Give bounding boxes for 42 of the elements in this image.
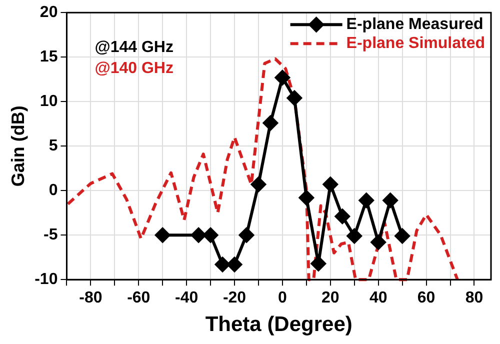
point xyxy=(274,70,290,86)
point xyxy=(298,190,314,206)
point xyxy=(310,256,326,272)
x-tick-label: -80 xyxy=(79,290,102,307)
y-tick-label: 0 xyxy=(48,182,58,200)
x-tick-label: 60 xyxy=(417,290,436,307)
annotation: @140 GHz xyxy=(94,60,174,78)
legend-label: E-plane Simulated xyxy=(346,35,486,52)
point xyxy=(191,228,206,243)
point xyxy=(155,228,170,243)
point xyxy=(239,228,254,243)
line-series xyxy=(66,57,459,282)
annotation: @144 GHz xyxy=(94,39,174,56)
y-tick-label: 15 xyxy=(40,48,58,66)
y-tick-label: -10 xyxy=(34,271,58,288)
y-tick-label: 10 xyxy=(40,93,58,110)
y-tick-label: 5 xyxy=(48,138,58,155)
point xyxy=(215,256,230,272)
x-tick-label: -60 xyxy=(127,290,150,307)
x-tick-label: -40 xyxy=(175,290,198,307)
legend-label: E-plane Measured xyxy=(346,16,484,34)
x-tick-label: 20 xyxy=(322,290,340,307)
y-axis-title: Gain (dB) xyxy=(8,106,28,187)
point xyxy=(370,234,386,250)
point xyxy=(346,228,362,244)
point xyxy=(382,192,398,208)
y-tick-label: -5 xyxy=(43,226,58,244)
point xyxy=(203,228,218,243)
y-tick-label: 20 xyxy=(40,4,58,22)
point xyxy=(286,90,302,106)
point xyxy=(227,256,242,272)
x-tick-label: 80 xyxy=(465,290,484,307)
point xyxy=(358,192,374,208)
x-axis-title: Theta (Degree) xyxy=(205,313,352,336)
point xyxy=(322,176,338,192)
x-tick-label: 0 xyxy=(278,290,288,307)
point xyxy=(334,208,350,224)
x-tick-label: 40 xyxy=(369,290,388,307)
x-tick-label: -20 xyxy=(222,290,246,307)
point xyxy=(262,115,278,130)
point xyxy=(250,176,266,192)
point xyxy=(394,228,410,244)
